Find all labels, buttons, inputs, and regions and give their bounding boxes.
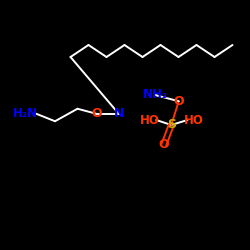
Text: O: O bbox=[91, 107, 102, 120]
Text: NH₂: NH₂ bbox=[142, 88, 168, 102]
Text: N: N bbox=[114, 107, 124, 120]
Text: HO: HO bbox=[184, 114, 204, 126]
Text: HO: HO bbox=[140, 114, 160, 126]
Text: S: S bbox=[167, 118, 176, 132]
Text: O: O bbox=[158, 138, 169, 151]
Text: O: O bbox=[174, 95, 184, 108]
Text: H₂N: H₂N bbox=[12, 107, 38, 120]
